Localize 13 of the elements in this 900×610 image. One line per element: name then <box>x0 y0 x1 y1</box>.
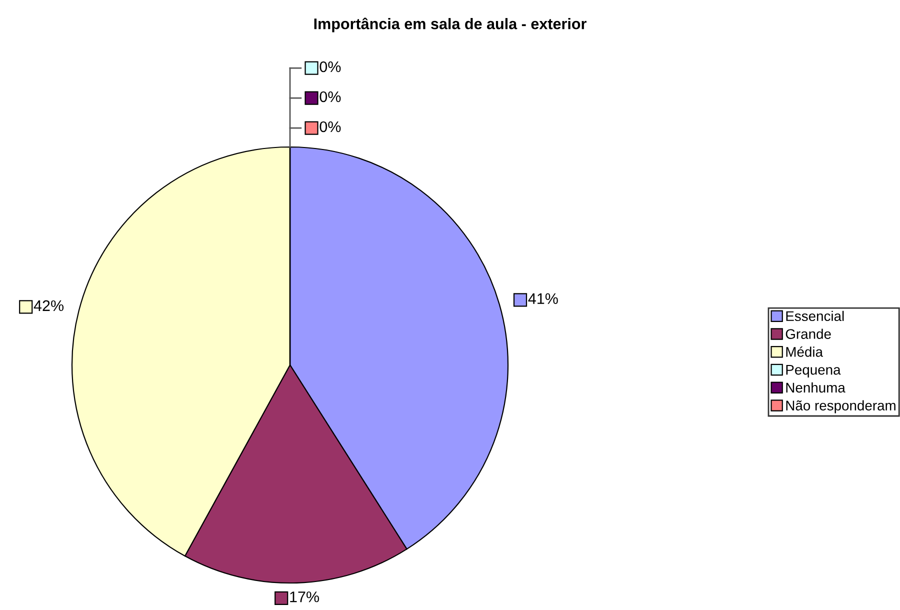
legend-label: Média <box>786 346 823 357</box>
data-label: 17% <box>290 591 320 602</box>
data-label: 41% <box>528 293 558 304</box>
text: 0% <box>320 91 341 102</box>
text: 0% <box>320 121 341 132</box>
chart-title: Importância em sala de aula - exterior <box>314 18 586 32</box>
legend-label: Pequena <box>786 365 841 378</box>
legend-label: Grande <box>786 328 831 339</box>
legend-label: Essencial <box>786 310 844 322</box>
legend-label: Não responderam <box>786 400 896 414</box>
legend-label: Nenhuma <box>786 382 846 393</box>
text: 0% <box>320 61 341 72</box>
data-label: 42% <box>34 300 64 312</box>
